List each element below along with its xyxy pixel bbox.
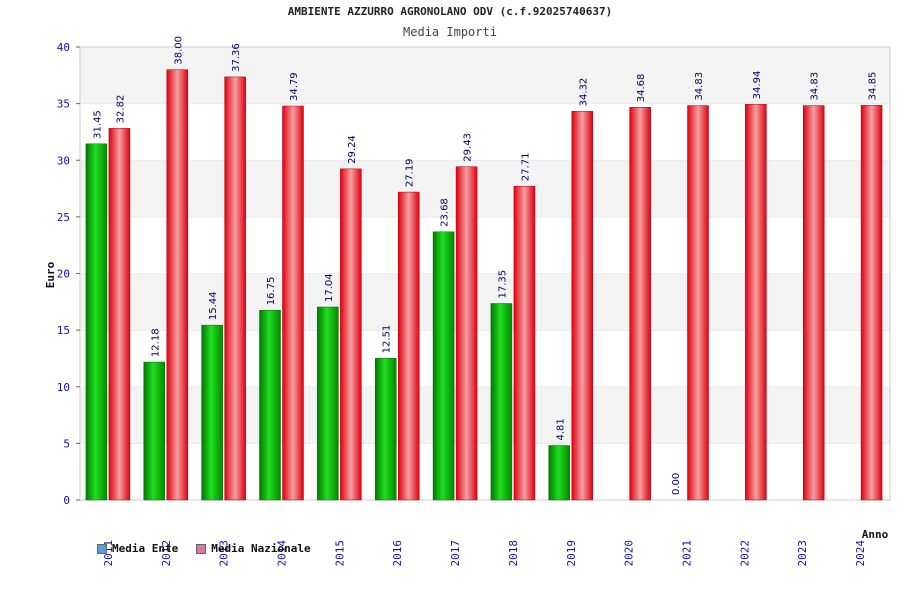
bar-nazionale-2017 bbox=[455, 166, 478, 501]
legend-item-nazionale: Media Nazionale bbox=[196, 542, 311, 555]
x-tick-label-2017: 2017 bbox=[449, 540, 462, 567]
bar-nazionale-2018 bbox=[513, 185, 536, 501]
x-tick-label-2018: 2018 bbox=[507, 540, 520, 567]
x-tick-label-2015: 2015 bbox=[333, 540, 346, 567]
data-label-nazionale-2020: 34.68 bbox=[636, 74, 647, 103]
legend-label-nazionale: Media Nazionale bbox=[211, 542, 311, 555]
data-label-nazionale-2012: 38.00 bbox=[173, 36, 184, 65]
bar-nazionale-2013 bbox=[224, 76, 246, 501]
data-label-ente-2017: 23.68 bbox=[440, 198, 451, 227]
data-label-nazionale-2016: 27.19 bbox=[405, 158, 416, 187]
x-tick-label-2022: 2022 bbox=[738, 540, 751, 567]
bar-nazionale-2019 bbox=[571, 111, 594, 501]
chart-subtitle: Media Importi bbox=[403, 25, 497, 39]
data-label-ente-2018: 17.35 bbox=[497, 270, 508, 299]
bar-ente-2019 bbox=[548, 445, 571, 501]
bar-nazionale-2014 bbox=[282, 105, 304, 501]
bar-ente-2018 bbox=[490, 303, 513, 501]
bar-nazionale-2012 bbox=[166, 69, 189, 501]
x-tick-label-2016: 2016 bbox=[391, 540, 404, 567]
grid-band bbox=[80, 47, 890, 104]
legend-swatch-ente bbox=[97, 543, 107, 554]
bar-ente-2013 bbox=[201, 324, 223, 501]
data-label-ente-2016: 12.51 bbox=[382, 325, 393, 354]
y-axis-label: Euro bbox=[44, 261, 57, 288]
x-tick-label-2021: 2021 bbox=[681, 540, 694, 567]
bar-nazionale-2021 bbox=[687, 105, 709, 501]
y-tick-label: 20 bbox=[57, 268, 70, 281]
y-tick-label: 25 bbox=[57, 211, 70, 224]
data-label-ente-2021: 0.00 bbox=[671, 473, 682, 495]
x-tick-label-2013: 2013 bbox=[218, 540, 231, 567]
data-label-nazionale-2024: 34.85 bbox=[868, 72, 879, 101]
grid-band bbox=[80, 160, 890, 217]
bar-nazionale-2011 bbox=[108, 128, 131, 501]
data-label-ente-2011: 31.45 bbox=[92, 110, 103, 139]
grid-band bbox=[80, 103, 890, 161]
x-tick-label-2023: 2023 bbox=[796, 540, 809, 567]
bar-ente-2014 bbox=[259, 310, 281, 501]
y-tick-label: 0 bbox=[63, 494, 70, 507]
y-tick-label: 40 bbox=[57, 41, 70, 54]
value-labels: 31.45 32.82 12.18 38.00 15.44 37.36 16.75 34.79… bbox=[92, 36, 878, 495]
data-label-ente-2019: 4.81 bbox=[555, 418, 566, 440]
bar-nazionale-2024 bbox=[860, 105, 883, 501]
data-label-nazionale-2011: 32.82 bbox=[115, 95, 126, 124]
y-tick-label: 35 bbox=[57, 98, 70, 111]
grid-band bbox=[80, 273, 890, 331]
y-tick-label: 30 bbox=[57, 154, 70, 167]
legend: Media Ente Media Nazionale bbox=[97, 542, 311, 555]
bars bbox=[85, 69, 883, 501]
x-tick-label-2014: 2014 bbox=[276, 540, 289, 567]
bar-ente-2016 bbox=[374, 358, 397, 501]
legend-swatch-nazionale bbox=[196, 543, 207, 554]
data-label-nazionale-2014: 34.79 bbox=[289, 72, 300, 101]
bar-ente-2015 bbox=[317, 306, 339, 501]
bar-nazionale-2020 bbox=[629, 106, 651, 501]
chart-title: AMBIENTE AZZURRO AGRONOLANO ODV (c.f.920… bbox=[287, 5, 613, 18]
bar-nazionale-2022 bbox=[745, 104, 767, 501]
data-label-nazionale-2013: 37.36 bbox=[231, 43, 242, 72]
bar-ente-2011 bbox=[85, 143, 108, 501]
y-tick-label: 15 bbox=[57, 324, 70, 337]
data-label-nazionale-2019: 34.32 bbox=[578, 78, 589, 107]
data-label-ente-2012: 12.18 bbox=[150, 328, 161, 357]
x-tick-label-2012: 2012 bbox=[160, 540, 173, 567]
data-label-nazionale-2018: 27.71 bbox=[520, 153, 531, 182]
bar-nazionale-2016 bbox=[397, 191, 420, 501]
data-label-ente-2013: 15.44 bbox=[208, 292, 219, 321]
legend-item-ente: Media Ente bbox=[97, 542, 178, 555]
data-label-nazionale-2023: 34.83 bbox=[810, 72, 821, 101]
bar-ente-2017 bbox=[432, 231, 455, 501]
bar-nazionale-2023 bbox=[802, 105, 825, 501]
data-label-nazionale-2015: 29.24 bbox=[347, 135, 358, 164]
x-axis-label: Anno bbox=[862, 528, 889, 541]
data-label-ente-2015: 17.04 bbox=[324, 273, 335, 302]
bar-ente-2012 bbox=[143, 361, 166, 501]
bar-nazionale-2015 bbox=[340, 168, 362, 501]
y-tick-label: 10 bbox=[57, 381, 70, 394]
x-tick-label-2024: 2024 bbox=[854, 540, 867, 567]
x-tick-label-2020: 2020 bbox=[623, 540, 636, 567]
data-label-nazionale-2022: 34.94 bbox=[752, 71, 763, 100]
data-label-ente-2014: 16.75 bbox=[266, 277, 277, 306]
y-tick-label: 5 bbox=[63, 437, 70, 450]
x-tick-label-2019: 2019 bbox=[565, 540, 578, 567]
grid-band bbox=[80, 216, 890, 274]
data-label-nazionale-2021: 34.83 bbox=[694, 72, 705, 101]
legend-label-ente: Media Ente bbox=[112, 542, 179, 555]
data-label-nazionale-2017: 29.43 bbox=[463, 133, 474, 162]
